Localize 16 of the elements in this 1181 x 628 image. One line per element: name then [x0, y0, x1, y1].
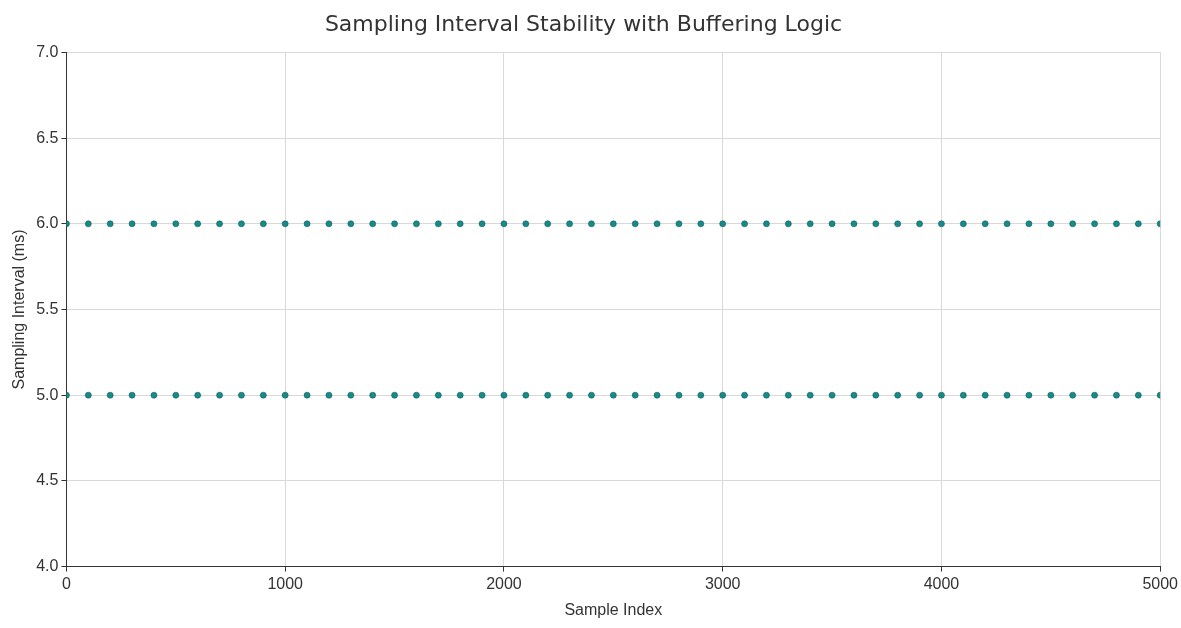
y-tick-label: 6.5 [36, 128, 59, 146]
x-axis-title: Sample Index [564, 600, 663, 618]
y-axis-title: Sampling Interval (ms) [10, 229, 28, 390]
y-tick-label: 5.0 [36, 385, 59, 403]
x-tick-label: 2000 [486, 574, 522, 592]
y-tick-label: 4.5 [36, 471, 59, 489]
y-tick-label: 6.0 [36, 214, 59, 232]
x-tick-label: 4000 [923, 574, 960, 592]
chart-title: Sampling Interval Stability with Buffering Logic [324, 10, 843, 36]
y-tick-label: 5.5 [36, 299, 59, 317]
x-tick-label: 1000 [267, 574, 304, 592]
x-tick-label: 3000 [704, 574, 741, 592]
y-tick-label: 4.0 [36, 557, 59, 575]
y-tick-label: 7.0 [36, 42, 59, 60]
x-tick-label: 5000 [1142, 574, 1179, 592]
x-tick-label: 0 [61, 574, 71, 592]
